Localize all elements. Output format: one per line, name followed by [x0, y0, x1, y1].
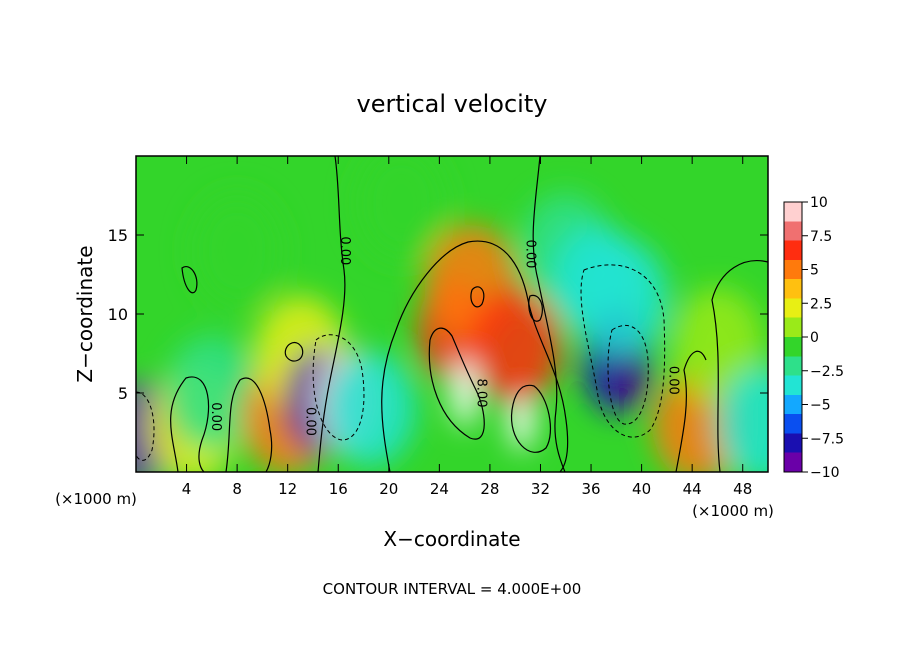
x-tick-label: 28: [480, 480, 499, 498]
x-unit-left: (×1000 m): [55, 490, 137, 508]
negative-contour: [136, 391, 155, 461]
x-tick-label: 44: [683, 480, 702, 498]
x-tick-label: 20: [379, 480, 398, 498]
field-feature: [165, 335, 258, 451]
field-feature: [616, 343, 641, 412]
negative-contour: [312, 334, 365, 441]
zero-contour: [711, 260, 768, 472]
negative-contours: [136, 264, 666, 461]
contour-label: 0.00: [337, 236, 352, 265]
x-tick-label: 36: [581, 480, 600, 498]
colorbar: 10 7.5 5 2.5 0 −2.5 −5 −7.5 −10: [783, 195, 844, 481]
field-feature: [323, 350, 416, 467]
x-tick-label: 48: [733, 480, 752, 498]
contour-labels: 0.00 0.00 0.00 0.00 8.00 0.00: [208, 236, 681, 436]
y-tick-label: 5: [118, 384, 128, 403]
contour-lines: [170, 156, 768, 472]
colorbar-strip: [783, 201, 803, 473]
x-tick-label: 4: [182, 480, 192, 498]
contour-interval-note: CONTOUR INTERVAL = 4.000E+00: [323, 580, 582, 598]
colorbar-tick-label: 7.5: [810, 229, 832, 245]
field-feature: [469, 287, 562, 404]
y-tick-label: 10: [108, 305, 128, 324]
x-tick-label: 16: [329, 480, 348, 498]
zero-contour: [181, 266, 198, 294]
colorbar-tick-label: −10: [810, 465, 840, 481]
contour-label: 0.00: [523, 239, 538, 268]
colorbar-tick-label: 0: [810, 330, 819, 346]
x-tick-label: 8: [232, 480, 242, 498]
x-axis: 4 8 12 16 20 24 28 32 36 40 44 48: [182, 156, 752, 498]
zero-contour: [170, 376, 210, 472]
field-feature: [715, 366, 768, 472]
field-feature: [576, 240, 669, 357]
contour-8: [510, 384, 552, 453]
velocity-field: [136, 156, 768, 472]
colorbar-tick-label: −2.5: [810, 364, 844, 380]
y-axis: 5 10 15: [108, 226, 768, 403]
colorbar-tick-label: 2.5: [810, 296, 832, 312]
negative-contour: [580, 264, 666, 438]
x-tick-label: 24: [430, 480, 449, 498]
contour-8: [428, 327, 485, 440]
x-unit-right: (×1000 m): [692, 502, 774, 520]
negative-contour: [607, 324, 649, 425]
chart-title: vertical velocity: [357, 90, 548, 118]
colorbar-tick-label: −5: [810, 398, 831, 414]
x-tick-label: 32: [531, 480, 550, 498]
contour-label: 0.00: [303, 407, 318, 436]
colorbar-ticks: 10 7.5 5 2.5 0 −2.5 −5 −7.5 −10: [802, 195, 844, 481]
x-axis-label: X−coordinate: [383, 527, 520, 551]
zero-contour: [532, 156, 566, 472]
contour-label: 0.00: [208, 402, 223, 431]
y-tick-label: 15: [108, 226, 128, 245]
contour-label: 8.00: [473, 379, 488, 408]
y-axis-label: Z−coordinate: [73, 245, 97, 382]
zero-contour: [225, 377, 273, 472]
zero-contour: [675, 350, 707, 472]
zero-contour: [284, 342, 304, 362]
zero-contour: [528, 294, 543, 322]
zero-contour: [317, 156, 346, 472]
colorbar-tick-label: −7.5: [810, 431, 844, 447]
colorbar-tick-label: 10: [810, 195, 828, 211]
x-tick-label: 12: [278, 480, 297, 498]
zero-contour: [381, 240, 569, 472]
colorbar-tick-label: 5: [810, 263, 819, 279]
plot-area: 0.00 0.000.00 0.008.00 0.00 4 8 12 16 20 24 28 32 3…: [108, 155, 769, 498]
field-feature: [355, 156, 448, 262]
zero-contour: [470, 286, 485, 308]
field-feature: [191, 192, 284, 309]
contour-label: 0.00: [665, 366, 680, 395]
x-tick-label: 40: [632, 480, 651, 498]
field-feature: [452, 359, 477, 427]
